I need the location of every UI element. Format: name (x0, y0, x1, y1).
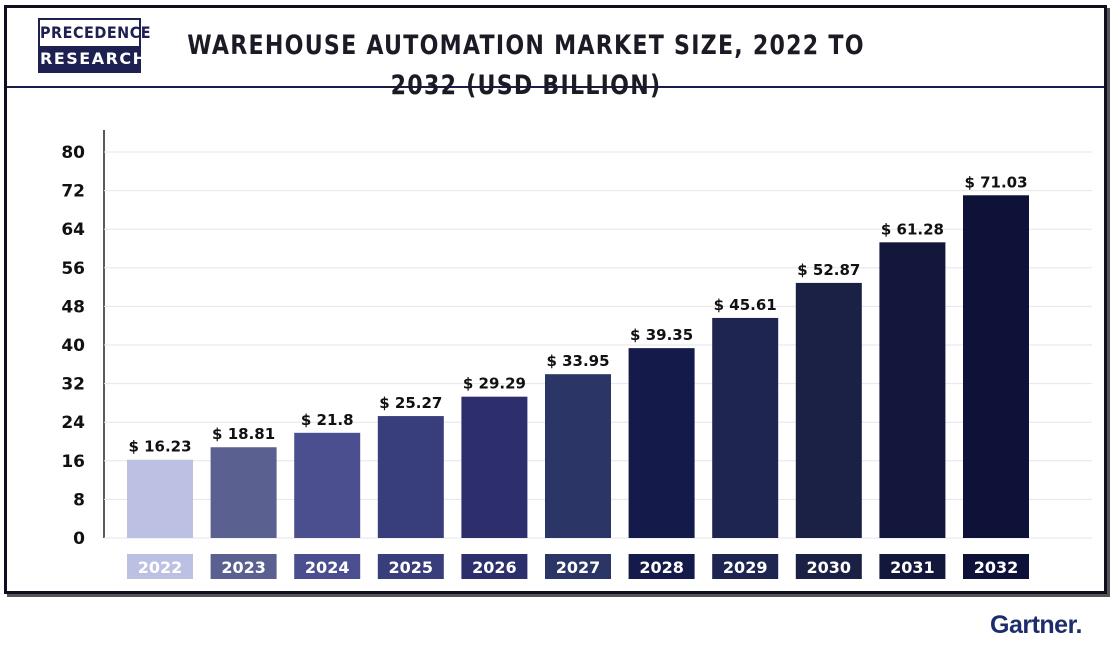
bar-2032 (963, 195, 1029, 538)
bar-2027 (545, 374, 611, 538)
bar-2028 (628, 348, 695, 538)
data-label: $ 29.29 (463, 375, 526, 393)
bar-2024 (294, 432, 361, 538)
bar-chart: 0 8 16 24 32 40 48 56 64 72 80 $ 16.23 2022 $ 18.81 20… (61, 130, 1092, 579)
x-tick-label: 2026 (472, 558, 517, 577)
y-tick-label: 16 (61, 452, 85, 472)
chart-header: PRECEDENCE RESEARCH WAREHOUSE AUTOMATION… (7, 8, 1104, 101)
y-tick-label: 24 (61, 413, 85, 433)
x-tick-label: 2022 (138, 558, 183, 577)
x-tick-label: 2025 (389, 558, 434, 577)
x-tick-box-2023 (210, 554, 277, 579)
data-label: $ 61.28 (881, 220, 944, 238)
x-tick-box-2027 (545, 554, 611, 579)
y-tick-label: 32 (61, 375, 85, 395)
y-tick-label: 8 (73, 490, 85, 510)
y-tick-label: 64 (61, 220, 85, 240)
y-tick-label: 72 (61, 182, 85, 202)
x-tick-box-2030 (795, 554, 862, 579)
y-tick-label: 56 (61, 259, 85, 279)
data-label: $ 25.27 (379, 394, 442, 412)
chart-frame: PRECEDENCE RESEARCH WAREHOUSE AUTOMATION… (4, 5, 1107, 594)
x-tick-box-2028 (628, 554, 695, 579)
chart-title: WAREHOUSE AUTOMATION MARKET SIZE, 2022 T… (187, 30, 865, 101)
data-label: $ 18.81 (212, 425, 275, 443)
data-label: $ 71.03 (964, 173, 1027, 191)
gartner-logo-dot: . (1075, 611, 1082, 639)
x-tick-box-2029 (712, 554, 779, 579)
bar-2022 (127, 459, 193, 538)
x-tick-label: 2032 (974, 558, 1019, 577)
data-label: $ 16.23 (128, 438, 191, 456)
x-tick-label: 2023 (221, 558, 266, 577)
bar-2030 (795, 282, 862, 538)
gartner-logo-text: Gartner (990, 611, 1076, 639)
y-tick-label: 40 (61, 336, 85, 356)
x-tick-label: 2024 (305, 558, 350, 577)
x-tick-box-2031 (879, 554, 946, 579)
y-tick-label: 80 (61, 143, 85, 163)
logo-line-2: RESEARCH (40, 46, 146, 71)
data-label: $ 21.8 (301, 411, 354, 429)
x-tick-label: 2028 (639, 558, 684, 577)
bar-2029 (712, 317, 779, 538)
x-tick-label: 2027 (556, 558, 601, 577)
x-tick-box-2025 (377, 554, 444, 579)
bar-2031 (879, 242, 946, 538)
bar-2025 (377, 416, 444, 538)
x-tick-box-2032 (963, 554, 1029, 579)
x-tick-label: 2030 (807, 558, 852, 577)
y-tick-label: 48 (61, 297, 85, 317)
gartner-logo: Gartner. (990, 611, 1082, 640)
x-tick-box-2022 (127, 554, 193, 579)
y-tick-label: 0 (73, 529, 85, 549)
x-tick-box-2026 (461, 554, 528, 579)
bar-2023 (210, 447, 277, 538)
bar-2026 (461, 396, 528, 538)
logo-line-1: PRECEDENCE (40, 23, 152, 42)
data-label: $ 45.61 (714, 296, 777, 314)
data-label: $ 39.35 (630, 326, 693, 344)
x-tick-label: 2031 (890, 558, 935, 577)
x-tick-box-2024 (294, 554, 361, 579)
data-label: $ 33.95 (546, 352, 609, 370)
x-tick-label: 2029 (723, 558, 768, 577)
data-label: $ 52.87 (797, 261, 860, 279)
precedence-research-logo: PRECEDENCE RESEARCH (38, 18, 152, 73)
